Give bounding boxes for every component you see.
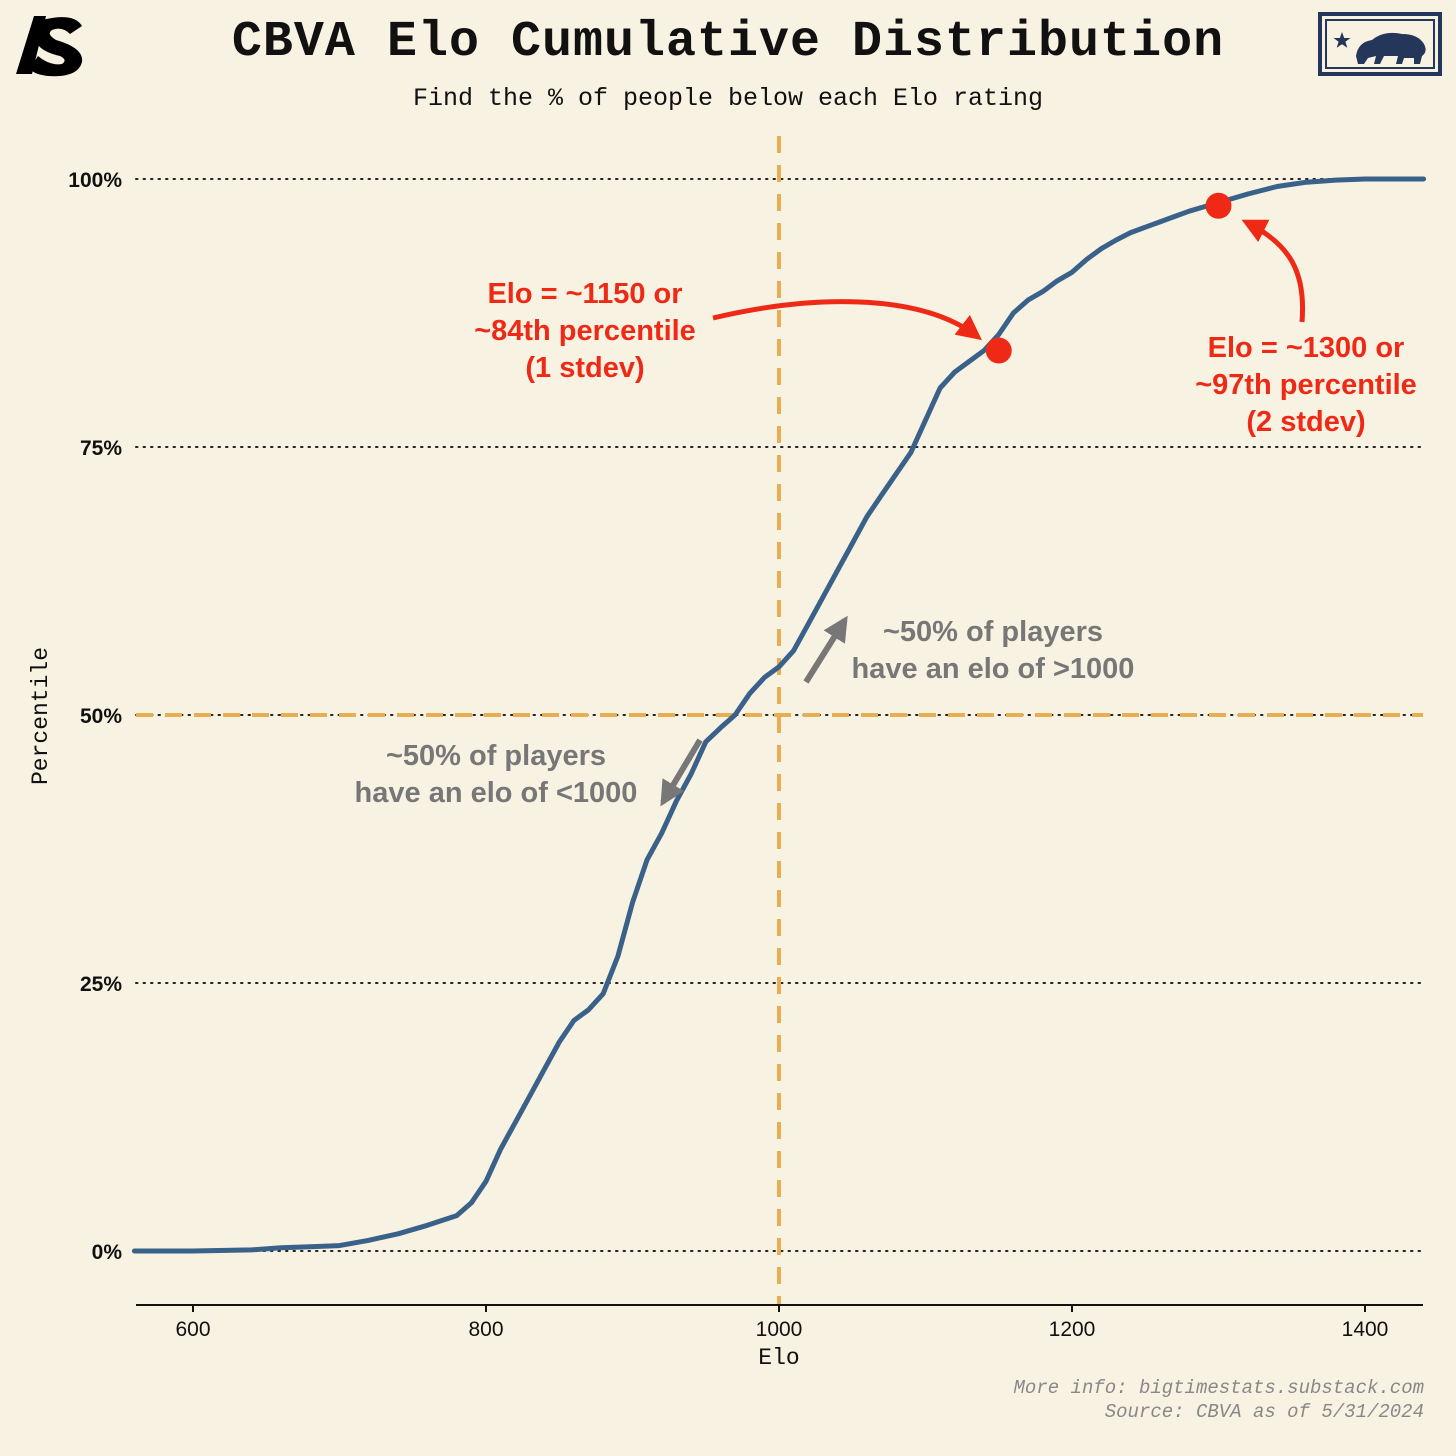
footer: More info: bigtimestats.substack.com Sou… (1014, 1376, 1424, 1424)
highlight-point-1150 (985, 337, 1012, 364)
y-tick-label: 25% (80, 973, 122, 996)
y-tick-label: 75% (80, 437, 122, 460)
y-tick-label: 100% (68, 169, 122, 192)
footer-info-link[interactable]: More info: bigtimestats.substack.com (1013, 1377, 1424, 1399)
y-tick-label: 0% (92, 1241, 123, 1264)
chart-title: CBVA Elo Cumulative Distribution (231, 14, 1225, 71)
chart-subtitle: Find the % of people below each Elo rati… (412, 84, 1044, 113)
annotation-above-1000-line: ~50% of players (883, 616, 1103, 648)
y-tick-label: 50% (80, 705, 122, 728)
annotation-1300-line: ~97th percentile (1195, 369, 1417, 401)
annotation-below-1000: ~50% of players have an elo of <1000 (355, 740, 638, 809)
footer-source: Source: CBVA as of 5/31/2024 (1104, 1401, 1424, 1423)
arrow-above-1000 (803, 615, 848, 684)
x-tick-label: 600 (175, 1318, 210, 1341)
y-axis-label: Percentile (28, 647, 54, 785)
x-tick-label: 1000 (756, 1318, 803, 1341)
x-axis-label: Elo (758, 1345, 799, 1371)
arrow-below-1000 (660, 738, 703, 807)
california-bear-flag-icon (1318, 12, 1442, 76)
annotation-1150: Elo = ~1150 or ~84th percentile (1 stdev) (474, 278, 696, 384)
annotation-1150-line: ~84th percentile (474, 315, 696, 347)
x-tick-label: 800 (468, 1318, 503, 1341)
annotation-below-1000-line: have an elo of <1000 (355, 777, 638, 809)
annotation-above-1000: ~50% of players have an elo of >1000 (852, 616, 1135, 685)
substack-s-logo-icon (16, 16, 83, 77)
annotation-1300: Elo = ~1300 or ~97th percentile (2 stdev) (1195, 332, 1417, 438)
arrow-to-1300 (1241, 219, 1306, 323)
arrow-to-1150 (712, 299, 982, 341)
x-tick-label: 1200 (1049, 1318, 1096, 1341)
x-tick-label: 1400 (1342, 1318, 1389, 1341)
annotation-1300-line: (2 stdev) (1246, 406, 1365, 438)
annotation-1150-line: (1 stdev) (525, 352, 644, 384)
cdf-line-series-0 (131, 176, 1427, 1254)
highlight-point-1300 (1205, 192, 1232, 219)
annotation-1300-line: Elo = ~1300 or (1208, 332, 1405, 364)
annotation-above-1000-line: have an elo of >1000 (852, 653, 1135, 685)
annotation-below-1000-line: ~50% of players (386, 740, 606, 772)
annotation-1150-line: Elo = ~1150 or (487, 278, 682, 310)
